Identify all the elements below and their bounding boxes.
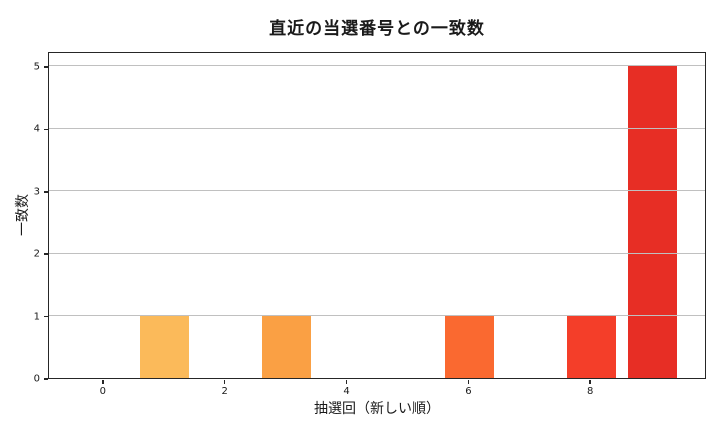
bar-x6 xyxy=(445,315,494,378)
x-axis-label: 抽選回（新しい順） xyxy=(314,401,440,417)
x-tick-mark-4 xyxy=(345,379,348,384)
bar-x3 xyxy=(262,315,311,378)
gridline-y1 xyxy=(49,315,705,317)
chart-title: 直近の当選番号との一致数 xyxy=(269,19,485,39)
y-tick-label-0: 0 xyxy=(33,373,40,385)
y-tick-mark-0 xyxy=(43,378,48,380)
x-tick-mark-2 xyxy=(223,379,226,384)
y-tick-mark-1 xyxy=(43,315,48,318)
bar-x1 xyxy=(140,315,190,378)
bar-x8 xyxy=(566,315,616,378)
y-tick-label-1: 1 xyxy=(33,311,40,323)
x-tick-mark-6 xyxy=(467,379,470,384)
x-tick-label-2: 2 xyxy=(221,386,228,397)
gridline-y2 xyxy=(49,252,705,254)
y-tick-label-4: 4 xyxy=(33,123,40,135)
plot-area xyxy=(48,52,706,379)
gridline-y4 xyxy=(49,127,705,129)
x-tick-label-4: 4 xyxy=(343,386,350,397)
x-tick-label-8: 8 xyxy=(587,386,594,397)
bar-x9 xyxy=(627,65,677,378)
y-tick-mark-2 xyxy=(43,253,48,255)
y-axis-label: 一致数 xyxy=(15,194,31,236)
gridline-y5 xyxy=(49,65,705,67)
y-tick-mark-3 xyxy=(43,191,48,193)
x-tick-mark-8 xyxy=(589,379,591,384)
y-tick-label-2: 2 xyxy=(33,248,40,260)
x-tick-label-0: 0 xyxy=(99,386,107,397)
x-tick-label-6: 6 xyxy=(465,386,472,397)
y-tick-label-5: 5 xyxy=(33,61,40,73)
y-tick-label-3: 3 xyxy=(33,186,40,198)
x-tick-mark-0 xyxy=(102,379,104,384)
gridline-y3 xyxy=(49,190,705,192)
y-tick-mark-5 xyxy=(43,66,48,68)
y-tick-mark-4 xyxy=(43,128,48,131)
